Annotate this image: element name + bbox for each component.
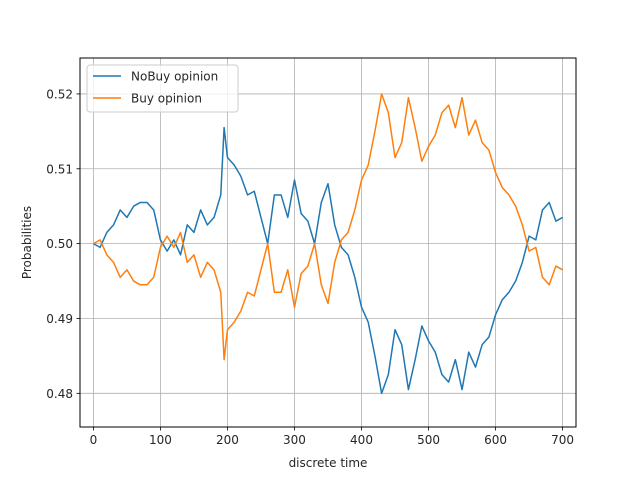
y-tick-label: 0.50 bbox=[46, 237, 73, 251]
series-lines bbox=[93, 93, 563, 395]
legend-label-buy: Buy opinion bbox=[131, 92, 202, 106]
x-tick-label: 500 bbox=[417, 433, 440, 447]
x-tick-label: 400 bbox=[350, 433, 373, 447]
y-tick-label: 0.51 bbox=[46, 162, 73, 176]
x-tick-label: 600 bbox=[484, 433, 507, 447]
legend-box bbox=[86, 64, 239, 113]
x-tick-label: 700 bbox=[551, 433, 574, 447]
plot-frame bbox=[79, 57, 577, 428]
legend: NoBuy opinion Buy opinion bbox=[86, 64, 239, 113]
x-tick-label: 300 bbox=[283, 433, 306, 447]
legend-label-nobuy: NoBuy opinion bbox=[131, 70, 218, 84]
y-tick-label: 0.49 bbox=[46, 312, 73, 326]
axis-ticks: 0 100 200 300 400 500 600 700 0.48 0.49 0.50 0.51 0.… bbox=[46, 87, 574, 447]
x-tick-label: 0 bbox=[90, 433, 98, 447]
grid-lines bbox=[80, 58, 576, 427]
x-tick-label: 100 bbox=[149, 433, 172, 447]
y-tick-label: 0.48 bbox=[46, 387, 73, 401]
x-axis-label: discrete time bbox=[289, 456, 368, 470]
y-tick-label: 0.52 bbox=[46, 87, 73, 101]
series-line-nobuy bbox=[93, 126, 563, 395]
series-line-buy bbox=[93, 93, 563, 361]
y-axis-label: Probabilities bbox=[20, 206, 34, 279]
x-tick-label: 200 bbox=[216, 433, 239, 447]
